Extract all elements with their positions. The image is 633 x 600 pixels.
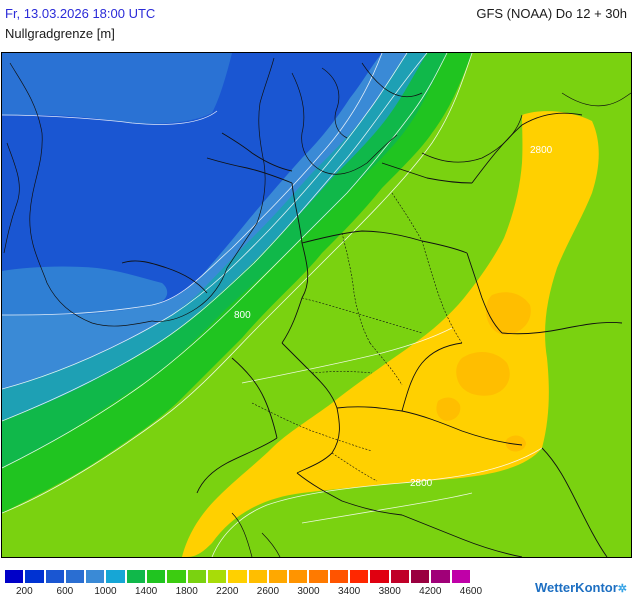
legend-swatch — [125, 569, 147, 584]
state-borders — [251, 192, 463, 482]
legend-swatch — [227, 569, 248, 584]
band-2400-a — [486, 292, 531, 335]
legend-swatch — [430, 569, 451, 584]
legend-tick-label: 4200 — [419, 586, 442, 597]
contour-label-2800-north: 2800 — [530, 145, 553, 156]
legend-tick-label: 1400 — [134, 586, 158, 597]
legend-tick-label: 3400 — [337, 586, 361, 597]
legend-swatch — [267, 569, 289, 584]
legend-swatch — [64, 569, 86, 584]
legend-tick-label: 2600 — [256, 586, 280, 597]
freezing-level-map[interactable]: 800 2800 2800 — [1, 52, 632, 558]
legend-swatch — [288, 569, 309, 584]
wetterkontor-logo[interactable]: WetterKontor✲ — [535, 580, 627, 595]
color-legend: 200 600 1000 1400 1800 2200 2600 3000 3400 3800 42… — [4, 569, 482, 600]
legend-swatch — [328, 569, 350, 584]
raindrop-icon: ✲ — [617, 583, 627, 595]
legend-swatch — [450, 569, 471, 584]
coastlines — [3, 57, 631, 557]
parameter-title: Nullgradgrenze [m] — [5, 26, 115, 41]
legend-swatch — [24, 569, 45, 584]
legend-swatch — [409, 569, 431, 584]
band-2200 — [182, 111, 599, 557]
legend-swatch — [349, 569, 370, 584]
band-2400-d — [505, 435, 526, 452]
legend-tick-label: 2200 — [216, 586, 239, 597]
legend-swatch — [44, 569, 65, 584]
legend-swatch — [146, 569, 167, 584]
legend-labels: 200 600 1000 1400 1800 2200 2600 3000 3400 3800 42… — [4, 586, 482, 600]
band-light-blue-west — [2, 53, 232, 124]
map-canvas: 800 2800 2800 — [2, 53, 631, 557]
legend-swatch — [369, 569, 390, 584]
model-run-label: GFS (NOAA) Do 12 + 30h — [476, 6, 627, 21]
band-blue-south — [2, 266, 168, 315]
band-2400-c — [436, 397, 461, 421]
legend-swatch — [186, 569, 207, 584]
legend-tick-label: 3800 — [378, 586, 401, 597]
contour-label-2800-south: 2800 — [410, 478, 433, 489]
contour-label-800: 800 — [234, 310, 251, 321]
legend-swatches — [4, 569, 471, 584]
legend-tick-label: 4600 — [459, 586, 483, 597]
legend-swatch — [308, 569, 329, 584]
legend-swatch — [247, 569, 268, 584]
country-borders — [121, 112, 623, 557]
legend-swatch — [206, 569, 228, 584]
legend-tick-label: 1000 — [94, 586, 117, 597]
legend-swatch — [85, 569, 106, 584]
legend-tick-label: 200 — [15, 586, 33, 597]
isolines — [2, 53, 543, 557]
band-2400-b — [456, 351, 510, 396]
legend-tick-label: 1800 — [175, 586, 198, 597]
legend-tick-label: 3000 — [297, 586, 320, 597]
legend-tick-label: 600 — [56, 586, 74, 597]
brand-name: WetterKontor — [534, 580, 618, 595]
legend-swatch — [166, 569, 187, 584]
valid-time-label: Fr, 13.03.2026 18:00 UTC — [5, 6, 156, 21]
legend-swatch — [4, 569, 25, 584]
legend-swatch — [105, 569, 126, 584]
legend-swatch — [389, 569, 410, 584]
